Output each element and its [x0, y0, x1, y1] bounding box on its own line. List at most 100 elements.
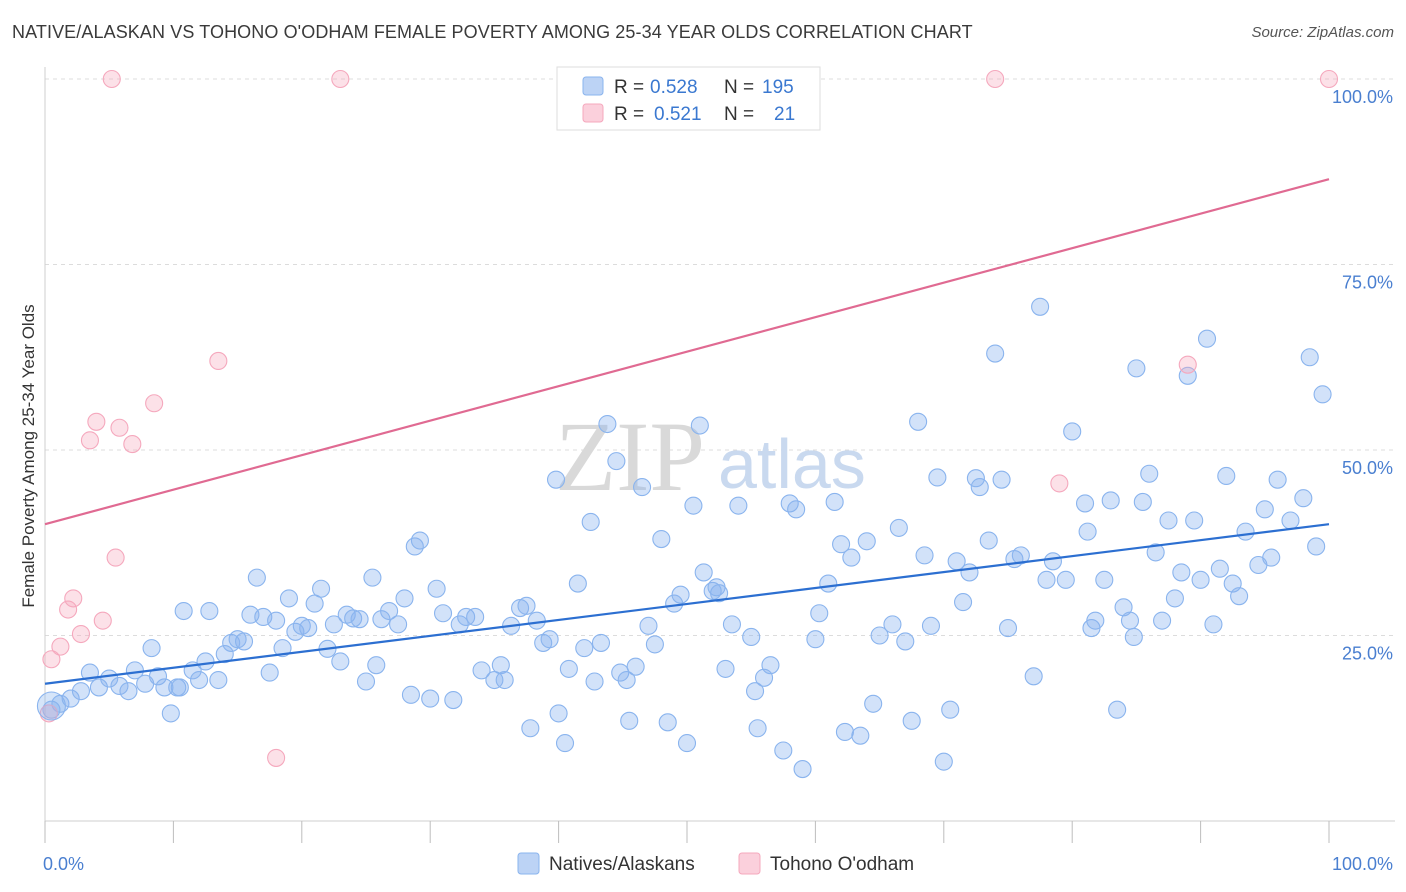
- point-natives: [1101, 491, 1120, 510]
- point-natives: [806, 630, 825, 649]
- point-natives: [896, 632, 915, 651]
- point-natives: [1300, 348, 1319, 367]
- point-tohono: [102, 69, 121, 89]
- point-natives: [260, 663, 279, 682]
- point-natives: [658, 713, 677, 732]
- point-natives: [389, 615, 408, 634]
- point-natives: [1159, 511, 1178, 530]
- point-natives-cluster: [36, 691, 66, 721]
- point-natives: [652, 529, 671, 549]
- point-natives: [472, 661, 491, 680]
- series-legend: Natives/Alaskans Tohono O'odham: [517, 852, 914, 875]
- point-natives: [1210, 559, 1229, 578]
- point-natives: [793, 760, 812, 779]
- point-natives: [1191, 570, 1210, 589]
- point-natives: [617, 670, 636, 690]
- point-tohono: [123, 435, 142, 454]
- chart-title: NATIVE/ALASKAN VS TOHONO O'ODHAM FEMALE …: [12, 22, 973, 42]
- source-label: Source: ZipAtlas.com: [1251, 24, 1394, 41]
- point-natives: [591, 633, 611, 652]
- point-natives: [1268, 470, 1287, 489]
- point-natives: [598, 414, 617, 434]
- point-natives: [585, 672, 604, 691]
- point-tohono: [71, 624, 91, 644]
- point-natives: [247, 568, 266, 587]
- point-natives: [986, 344, 1005, 363]
- watermark-atlas: atlas: [718, 425, 866, 503]
- point-natives: [1108, 700, 1127, 719]
- point-natives: [883, 615, 902, 634]
- point-natives: [748, 719, 767, 738]
- point-natives: [639, 616, 658, 635]
- point-natives: [954, 593, 973, 612]
- point-natives: [645, 635, 664, 654]
- point-natives: [857, 532, 876, 551]
- legend-r-label-2: R =: [614, 104, 644, 125]
- watermark-zip: ZIP: [555, 401, 705, 512]
- point-natives: [1120, 611, 1140, 630]
- point-natives: [1127, 359, 1146, 378]
- point-natives: [444, 691, 463, 710]
- point-natives: [125, 661, 144, 680]
- point-natives: [722, 615, 741, 634]
- point-natives: [928, 468, 947, 487]
- legend-n-value-tohono: 21: [774, 104, 795, 125]
- point-natives: [835, 722, 854, 742]
- point-natives: [1294, 489, 1313, 508]
- point-natives: [774, 741, 793, 760]
- legend-n-label-2: N =: [724, 104, 754, 125]
- point-natives: [966, 469, 985, 488]
- point-natives: [410, 531, 429, 550]
- point-natives: [684, 496, 703, 515]
- point-tohono: [64, 589, 83, 608]
- point-natives: [921, 616, 941, 635]
- point-natives: [549, 704, 568, 723]
- point-tohono: [267, 748, 286, 767]
- point-natives: [746, 682, 765, 701]
- point-natives: [626, 657, 645, 676]
- y-tick-label: 100.0%: [1332, 87, 1393, 107]
- point-natives: [1197, 329, 1217, 348]
- legend-bottom-natives: Natives/Alaskans: [549, 854, 695, 875]
- point-natives: [842, 548, 861, 567]
- point-natives: [1024, 667, 1043, 686]
- point-natives: [787, 500, 806, 519]
- point-natives: [71, 682, 91, 701]
- point-natives: [1262, 548, 1281, 567]
- point-tohono: [106, 548, 125, 567]
- point-natives: [1037, 570, 1056, 589]
- point-natives: [902, 711, 921, 730]
- point-natives: [142, 639, 161, 658]
- point-natives: [312, 579, 331, 598]
- point-natives: [1313, 385, 1332, 404]
- point-natives: [344, 609, 363, 628]
- legend-r-value-natives: 0.528: [650, 77, 698, 98]
- point-tohono: [59, 600, 78, 619]
- y-axis-label: Female Poverty Among 25-34 Year Olds: [19, 304, 38, 607]
- point-natives: [1217, 466, 1236, 486]
- point-natives: [825, 492, 844, 511]
- point-natives: [889, 518, 908, 537]
- point-natives: [1204, 615, 1223, 634]
- point-natives: [1255, 500, 1274, 519]
- point-natives: [1095, 570, 1114, 589]
- point-natives: [1153, 611, 1172, 630]
- point-natives: [405, 537, 424, 556]
- point-natives: [909, 412, 928, 431]
- watermark: ZIP atlas: [555, 401, 866, 512]
- point-natives: [611, 663, 630, 682]
- point-natives: [1031, 297, 1050, 316]
- point-natives: [607, 452, 626, 471]
- point-natives: [200, 601, 219, 621]
- tick-labels: 25.0% 50.0% 75.0% 100.0% 0.0% 100.0%: [43, 87, 1393, 874]
- point-natives: [89, 678, 108, 697]
- point-natives: [851, 726, 870, 745]
- point-natives: [1146, 543, 1165, 562]
- point-natives: [433, 604, 453, 623]
- point-tohono: [986, 69, 1005, 89]
- point-tohono: [51, 637, 70, 656]
- point-natives: [581, 512, 600, 532]
- point-natives: [234, 632, 254, 651]
- y-tick-label: 50.0%: [1342, 458, 1393, 478]
- point-natives: [742, 627, 761, 647]
